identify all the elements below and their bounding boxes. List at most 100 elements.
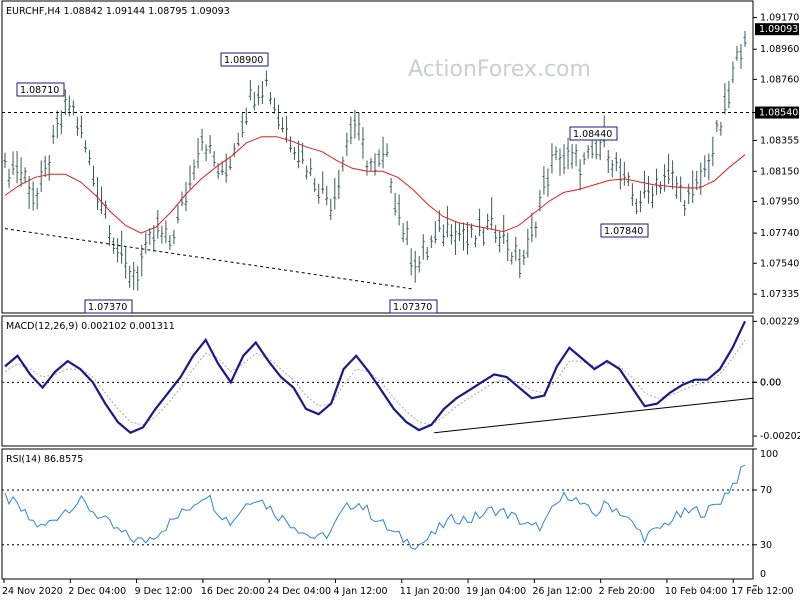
candle <box>188 165 192 190</box>
x-tick-label: 2 Feb 20:00 <box>599 586 655 597</box>
candle <box>361 127 365 159</box>
annotation-high-1: 1.08710 <box>16 82 65 97</box>
candle <box>683 200 687 217</box>
candle <box>409 248 413 276</box>
candle <box>333 177 337 210</box>
candle <box>707 153 711 181</box>
x-tick-label: 10 Feb 04:00 <box>665 586 727 597</box>
candle <box>260 81 264 104</box>
candle <box>659 181 663 194</box>
candle <box>240 112 244 138</box>
candle <box>289 136 293 153</box>
candle <box>727 80 731 109</box>
candle <box>256 85 260 106</box>
candle <box>104 200 108 219</box>
annotation-label: 1.07370 <box>393 302 432 313</box>
annotation-label: 1.07840 <box>604 226 643 237</box>
y-tick-label: 1.07540 <box>760 258 799 269</box>
rsi-level-lines <box>2 489 753 546</box>
price-panel-frame <box>1 0 754 314</box>
candle <box>63 89 67 116</box>
current-price-box <box>755 23 799 36</box>
candle <box>546 168 550 197</box>
candle <box>47 154 51 181</box>
candle <box>723 83 727 115</box>
candle <box>550 143 554 174</box>
candle <box>377 149 381 167</box>
candle <box>642 170 646 199</box>
candle <box>429 235 433 249</box>
candle <box>566 137 570 170</box>
candle <box>638 190 642 213</box>
candle <box>630 183 634 207</box>
candle <box>731 61 735 84</box>
y-tick-label: 1.07950 <box>760 196 799 207</box>
candle <box>405 220 409 246</box>
macd-title: MACD(12,26,9) 0.002102 0.001311 <box>6 321 175 332</box>
x-tick-label: 4 Jan 12:00 <box>333 586 387 597</box>
candle <box>87 149 91 166</box>
current-price-marker: 1.09093 <box>755 23 799 36</box>
candle <box>421 234 425 260</box>
candle <box>152 225 156 252</box>
x-tick-label: 16 Dec 20:00 <box>201 586 265 597</box>
support-trendline <box>4 228 413 290</box>
candle <box>228 157 232 171</box>
candle <box>244 107 248 125</box>
candle <box>172 229 176 245</box>
y-tick-label: 70 <box>760 485 772 496</box>
candle <box>667 153 671 185</box>
candle <box>470 223 474 238</box>
candle <box>208 135 212 154</box>
candle <box>743 30 747 47</box>
candle <box>457 223 461 242</box>
candle <box>23 167 27 184</box>
candle <box>124 247 128 279</box>
candle <box>305 165 309 180</box>
candle <box>618 158 622 190</box>
candle <box>184 181 188 212</box>
candle <box>514 236 518 261</box>
candle <box>526 228 530 258</box>
candle <box>353 109 357 139</box>
macd-trendline <box>434 397 754 434</box>
candle <box>268 91 272 105</box>
level-price-box <box>755 106 799 119</box>
candle <box>116 238 120 263</box>
candle <box>425 247 429 261</box>
candle <box>453 221 457 255</box>
candle <box>132 261 136 291</box>
candle <box>586 144 590 159</box>
candle <box>445 206 449 238</box>
candle <box>554 146 558 161</box>
candle <box>671 160 675 190</box>
rsi-panel: RSI(14) 86.8575 100 70 30 0 <box>1 448 778 587</box>
candle <box>655 168 659 195</box>
candle <box>196 137 200 169</box>
y-tick-label: 100 <box>760 449 778 460</box>
candle <box>357 112 361 141</box>
annotation-high-3: 1.08440 <box>569 126 618 141</box>
candle <box>634 198 638 215</box>
candle <box>506 232 510 262</box>
candle <box>79 115 83 139</box>
macd-y-axis: 0.0022980.000.00-0.002026 <box>753 316 800 442</box>
candle <box>695 170 699 191</box>
candle <box>309 158 313 177</box>
candle <box>19 157 23 187</box>
candle <box>224 153 228 183</box>
candle <box>393 192 397 216</box>
candle <box>337 169 341 200</box>
candle <box>148 228 152 245</box>
x-tick-label: 26 Jan 12:00 <box>532 586 592 597</box>
candle <box>168 234 172 251</box>
candle <box>325 185 329 206</box>
macd-panel: MACD(12,26,9) 0.002102 0.001311 0.002298… <box>1 315 800 447</box>
y-tick-label: 1.08150 <box>760 166 799 177</box>
candle <box>522 249 526 266</box>
candle <box>574 144 578 167</box>
candle <box>285 115 289 143</box>
annotation-label: 1.08710 <box>20 85 59 96</box>
candle <box>518 248 522 279</box>
candle <box>486 213 490 231</box>
